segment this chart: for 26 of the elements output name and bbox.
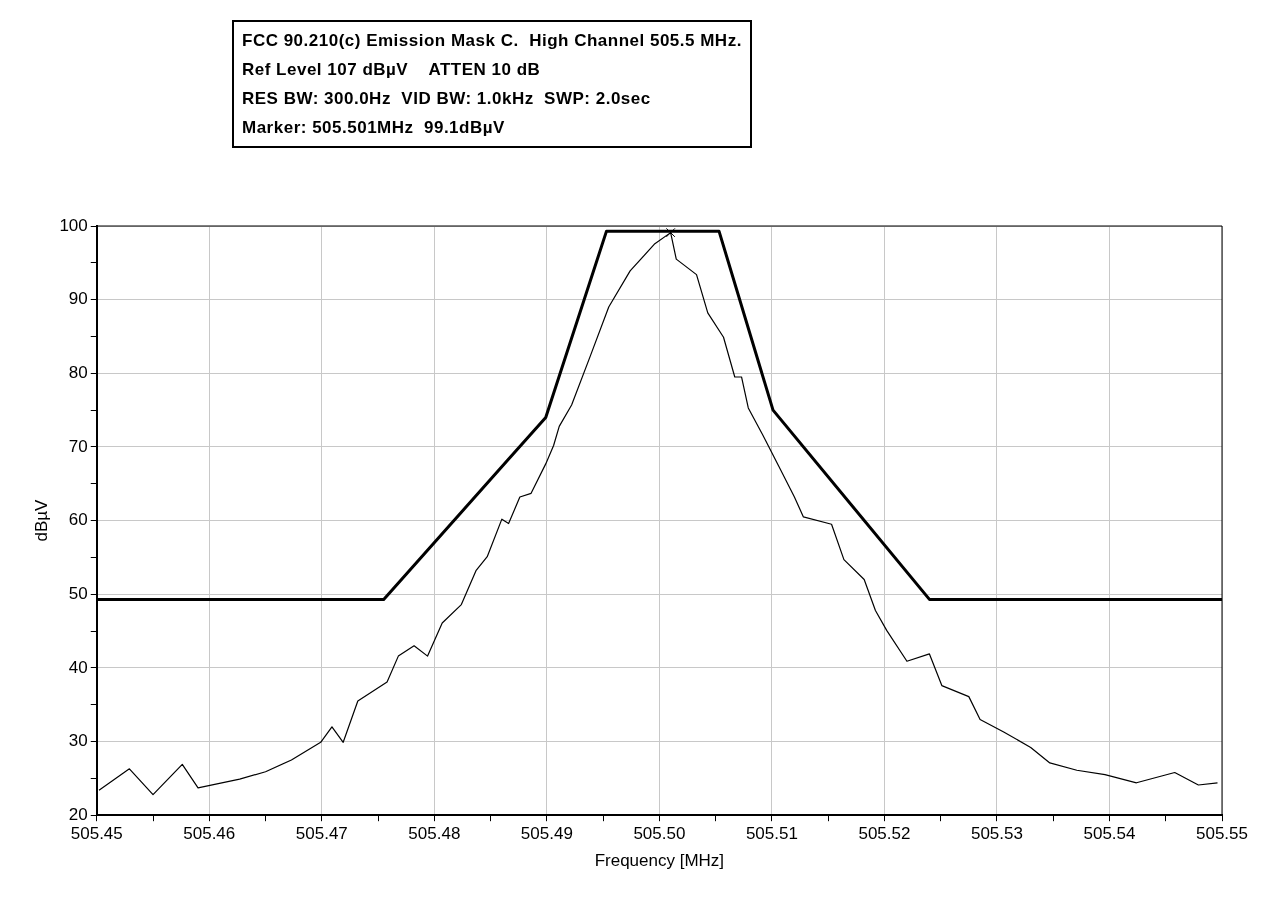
x-tick-label: 505.46 bbox=[183, 824, 236, 844]
x-tick-label: 505.45 bbox=[70, 824, 123, 844]
y-tick-label: 100 bbox=[59, 215, 88, 235]
x-tick-label: 505.51 bbox=[745, 824, 798, 844]
x-axis-title: Frequency [MHz] bbox=[594, 851, 725, 871]
y-tick-label: 20 bbox=[68, 804, 88, 824]
y-tick-label: 30 bbox=[68, 731, 88, 751]
x-tick-label: 505.49 bbox=[520, 824, 573, 844]
x-tick-label: 505.47 bbox=[295, 824, 348, 844]
text: Ref Level 107 dBµV ATTEN 10 dB bbox=[242, 59, 542, 81]
y-tick-label: 90 bbox=[68, 289, 88, 309]
y-tick-label: 50 bbox=[68, 583, 88, 603]
y-tick-label: 80 bbox=[68, 362, 88, 382]
x-tick-label: 505.53 bbox=[970, 824, 1023, 844]
x-tick-label: 505.48 bbox=[408, 824, 461, 844]
chart-title: FCC 90.210(c) Emission Mask C. High Channel 505.5 MHz. bbox=[242, 30, 742, 52]
x-tick-label: 505.52 bbox=[858, 824, 911, 844]
text: RES BW: 300.0Hz VID BW: 1.0kHz SWP: 2.0sec bbox=[242, 88, 652, 110]
y-tick-label: 70 bbox=[68, 436, 88, 456]
x-tick-label: 505.50 bbox=[633, 824, 686, 844]
x-tick-label: 505.54 bbox=[1083, 824, 1136, 844]
x-tick-label: 505.55 bbox=[1196, 824, 1248, 844]
text: Marker: 505.501MHz 99.1dBµV bbox=[242, 117, 506, 139]
y-tick-label: 60 bbox=[68, 510, 88, 530]
y-axis-title: dBµV bbox=[31, 498, 51, 542]
y-tick-label: 40 bbox=[68, 657, 88, 677]
